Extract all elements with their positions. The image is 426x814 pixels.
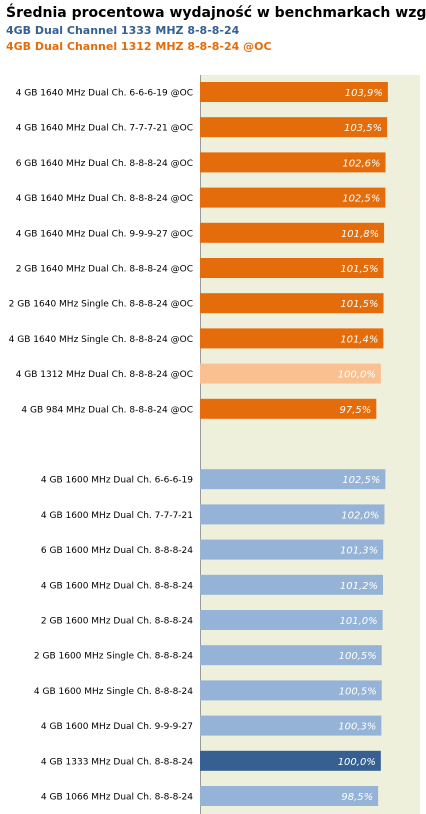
y-tick-label: 6 GB 1600 MHz Dual Ch. 8-8-8-24 xyxy=(41,546,193,556)
value-label: 100,5% xyxy=(339,651,377,662)
y-tick-label: 4 GB 1640 MHz Dual Ch. 6-6-6-19 @OC xyxy=(16,89,193,99)
y-tick-label: 4 GB 1600 MHz Dual Ch. 7-7-7-21 xyxy=(41,511,193,521)
value-label: 101,0% xyxy=(340,616,378,627)
bar xyxy=(200,680,382,701)
bar xyxy=(200,715,382,736)
subtitle: 4GB Dual Channel 1333 MHZ 8-8-8-24 xyxy=(6,24,240,37)
y-tick-label: 4 GB 1600 MHz Single Ch. 8-8-8-24 xyxy=(34,687,193,697)
bar xyxy=(200,504,385,525)
value-label: 100,0% xyxy=(338,370,376,381)
value-label: 100,0% xyxy=(338,757,376,768)
value-label: 101,2% xyxy=(340,581,378,592)
bar xyxy=(200,187,386,208)
bar xyxy=(200,645,382,666)
bar xyxy=(200,82,388,102)
bar xyxy=(200,610,383,630)
bar xyxy=(200,539,384,560)
value-label: 103,5% xyxy=(344,123,382,134)
bar xyxy=(200,152,386,173)
bar xyxy=(200,117,388,138)
bar xyxy=(200,328,384,349)
bar xyxy=(200,786,379,806)
value-label: 102,5% xyxy=(342,475,380,486)
y-tick-label: 4 GB 1640 MHz Single Ch. 8-8-8-24 @OC xyxy=(9,335,193,345)
bar xyxy=(200,398,377,419)
y-tick-label: 4 GB 1333 MHz Dual Ch. 8-8-8-24 xyxy=(41,757,193,767)
y-tick-label: 4 GB 1640 MHz Dual Ch. 9-9-9-27 @OC xyxy=(16,229,193,239)
y-tick-label: 6 GB 1640 MHz Dual Ch. 8-8-8-24 @OC xyxy=(16,159,193,169)
y-tick-label: 4 GB 1600 MHz Dual Ch. 6-6-6-19 xyxy=(41,476,193,486)
value-label: 100,3% xyxy=(338,722,376,733)
y-tick-label: 4 GB 1600 MHz Dual Ch. 8-8-8-24 xyxy=(41,581,193,591)
y-tick-label: 4 GB 1600 MHz Dual Ch. 9-9-9-27 xyxy=(41,722,193,732)
bar xyxy=(200,750,381,771)
subtitle: 4GB Dual Channel 1312 MHZ 8-8-8-24 @OC xyxy=(6,40,272,53)
y-tick-label: 4 GB 1312 MHz Dual Ch. 8-8-8-24 @OC xyxy=(16,370,193,380)
value-label: 101,4% xyxy=(340,334,378,345)
bar xyxy=(200,363,381,384)
y-tick-label: 4 GB 984 MHz Dual Ch. 8-8-8-24 @OC xyxy=(21,405,193,415)
value-label: 102,0% xyxy=(341,510,379,521)
y-tick-label: 4 GB 1066 MHz Dual Ch. 8-8-8-24 xyxy=(41,793,193,803)
value-label: 102,5% xyxy=(342,194,380,205)
bar xyxy=(200,469,386,490)
bar xyxy=(200,293,384,314)
value-label: 101,5% xyxy=(340,264,378,275)
value-label: 97,5% xyxy=(340,405,372,416)
value-label: 101,3% xyxy=(340,546,378,557)
value-label: 100,5% xyxy=(339,686,377,697)
value-label: 98,5% xyxy=(341,792,373,803)
y-tick-label: 2 GB 1600 MHz Dual Ch. 8-8-8-24 xyxy=(41,617,193,627)
y-tick-label: 4 GB 1640 MHz Dual Ch. 8-8-8-24 @OC xyxy=(16,194,193,204)
chart-title: Średnia procentowa wydajność w benchmark… xyxy=(6,3,426,21)
y-tick-label: 2 GB 1640 MHz Dual Ch. 8-8-8-24 @OC xyxy=(16,265,193,275)
bar xyxy=(200,222,385,243)
value-label: 103,9% xyxy=(345,88,383,99)
y-tick-label: 2 GB 1600 MHz Single Ch. 8-8-8-24 xyxy=(34,652,193,662)
value-label: 101,8% xyxy=(341,229,379,240)
value-label: 101,5% xyxy=(340,299,378,310)
bar xyxy=(200,574,384,595)
bar xyxy=(200,258,384,278)
plot-area xyxy=(200,75,420,814)
y-tick-label: 2 GB 1640 MHz Single Ch. 8-8-8-24 @OC xyxy=(9,300,193,310)
y-tick-label: 4 GB 1640 MHz Dual Ch. 7-7-7-21 @OC xyxy=(16,124,193,134)
value-label: 102,6% xyxy=(342,158,380,169)
